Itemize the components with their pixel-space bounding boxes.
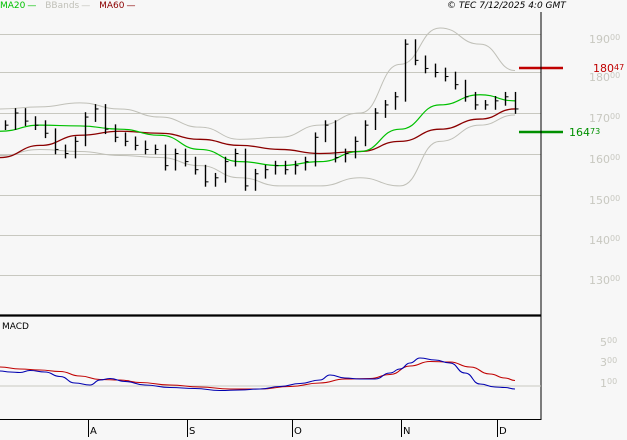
resistance-int: 180	[593, 62, 614, 75]
month-ticks	[88, 420, 498, 437]
ma60-line	[0, 108, 516, 159]
legend-bbands-label: BBands	[45, 1, 80, 11]
month-label: O	[294, 426, 302, 437]
price-axis-label: 14000	[589, 234, 621, 247]
price-bars	[4, 39, 519, 191]
macd-axis-label: 500	[600, 336, 618, 349]
bbands-lower-line	[0, 114, 516, 187]
legend-ma20: MA20—	[0, 1, 37, 11]
ma20-line	[0, 94, 516, 167]
price-axis-label: 18000	[589, 71, 621, 84]
month-label: A	[90, 426, 97, 437]
price-gridlines	[0, 34, 541, 276]
support-label: 16473	[569, 126, 600, 139]
legend: MA20— BBands — MA60—	[0, 0, 141, 12]
month-label: N	[403, 426, 411, 437]
resistance-label: 18047	[593, 62, 624, 75]
price-axis-label: 17000	[589, 112, 621, 125]
macd-line	[0, 357, 516, 392]
legend-ma60-label: MA60	[99, 1, 125, 11]
legend-ma20-label: MA20	[0, 1, 26, 11]
bbands-upper-line	[0, 27, 516, 140]
copyright-timestamp: © TEC 7/12/2025 4:0 GMT	[447, 1, 566, 11]
macd-panel-title: MACD	[2, 322, 29, 332]
macd-axis-label: 100	[600, 377, 618, 390]
resistance-dec: 47	[614, 63, 625, 72]
price-axis-label: 13000	[589, 274, 621, 287]
month-label: D	[499, 426, 507, 437]
price-axis-label: 16000	[589, 153, 621, 166]
price-axis-label: 15000	[589, 194, 621, 207]
support-int: 164	[569, 126, 590, 139]
legend-ma60: MA60—	[99, 1, 136, 11]
price-axis-label: 19000	[589, 33, 621, 46]
macd-signal-line	[0, 360, 516, 390]
support-dec: 73	[590, 127, 601, 136]
macd-axis-label: 300	[600, 356, 618, 369]
legend-bbands: BBands —	[45, 1, 91, 11]
month-label: S	[189, 426, 196, 437]
